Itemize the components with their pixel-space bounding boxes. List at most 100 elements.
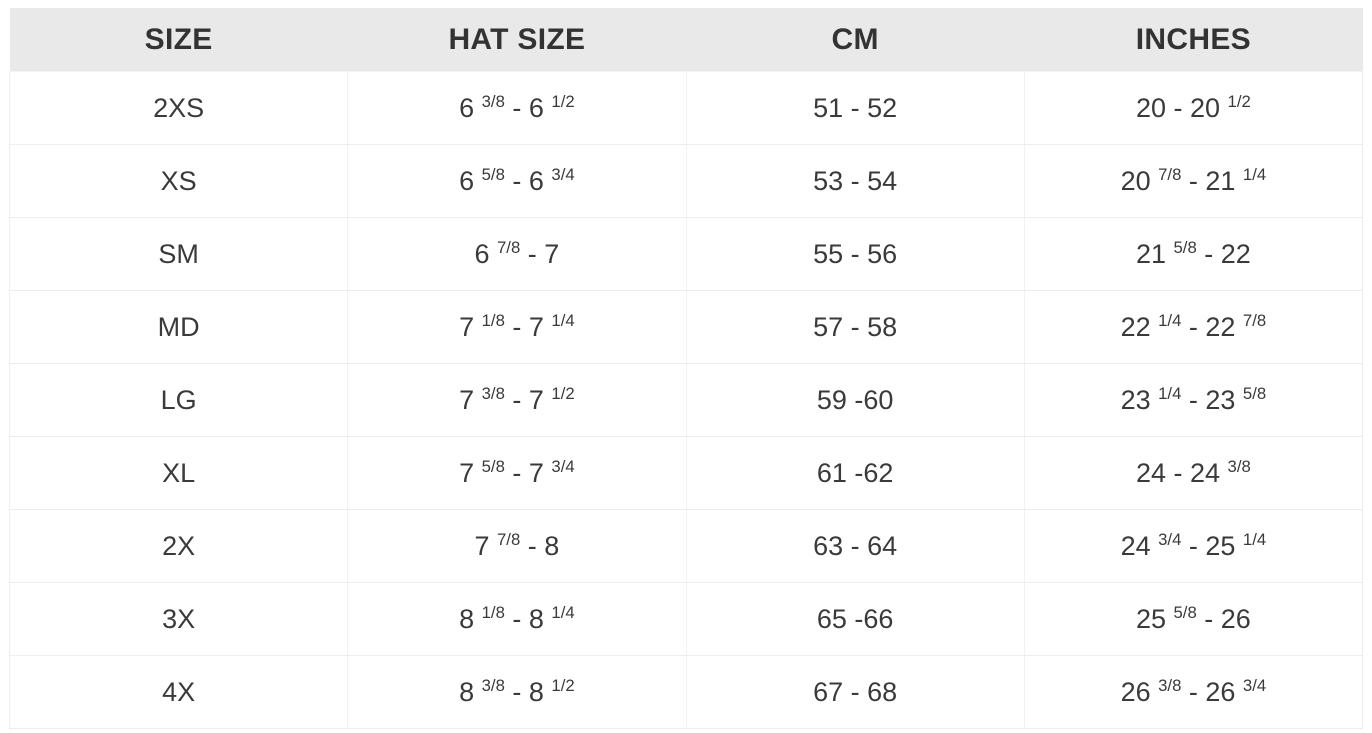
cell-value: 63 - 64 <box>813 530 898 561</box>
cell-value: 2X <box>162 530 196 561</box>
fraction-superscript: 1/2 <box>1227 91 1251 111</box>
fraction-superscript: 1/2 <box>551 675 575 695</box>
cell-value: 7 3/8 - 7 1/2 <box>459 383 575 415</box>
fraction-superscript: 3/8 <box>481 675 505 695</box>
cell-hat_size: 8 1/8 - 8 1/4 <box>347 582 687 656</box>
cell-value: 6 3/8 - 6 1/2 <box>459 91 575 123</box>
fraction-superscript: 1/2 <box>551 383 575 403</box>
column-header-cm: CM <box>686 8 1025 72</box>
fraction-superscript: 1/4 <box>1242 529 1267 549</box>
cell-value: SM <box>158 238 199 269</box>
table-header: SIZE HAT SIZE CM INCHES <box>9 8 1363 72</box>
cell-size: SM <box>8 217 349 291</box>
cell-cm: 65 -66 <box>685 582 1025 656</box>
cell-value: 8 3/8 - 8 1/2 <box>459 675 575 707</box>
fraction-superscript: 7/8 <box>1242 310 1267 330</box>
fraction-superscript: 5/8 <box>481 164 505 184</box>
table-row: 2XS 6 3/8 - 6 1/2 51 - 52 20 - 20 1/2 <box>8 71 1364 145</box>
table-row: LG 7 3/8 - 7 1/2 59 -60 23 1/4 - 23 5/8 <box>8 363 1364 437</box>
cell-size: XL <box>8 436 349 510</box>
cell-value: 53 - 54 <box>813 165 898 196</box>
cell-inches: 25 5/8 - 26 <box>1023 582 1364 656</box>
fraction-superscript: 3/4 <box>1158 529 1182 549</box>
cell-size: 2X <box>8 509 349 583</box>
cell-value: 22 1/4 - 22 7/8 <box>1120 310 1267 342</box>
cell-size: MD <box>8 290 349 364</box>
table-row: SM 6 7/8 - 7 55 - 56 21 5/8 - 22 <box>8 217 1364 291</box>
cell-hat_size: 7 3/8 - 7 1/2 <box>347 363 687 437</box>
fraction-superscript: 3/8 <box>481 91 505 111</box>
cell-value: 8 1/8 - 8 1/4 <box>459 602 575 634</box>
cell-cm: 59 -60 <box>685 363 1025 437</box>
cell-hat_size: 7 7/8 - 8 <box>347 509 687 583</box>
cell-cm: 53 - 54 <box>685 144 1025 218</box>
cell-value: 7 1/8 - 7 1/4 <box>459 310 575 342</box>
cell-value: 7 7/8 - 8 <box>474 529 560 561</box>
cell-inches: 26 3/8 - 26 3/4 <box>1023 655 1364 729</box>
table-row: XS 6 5/8 - 6 3/4 53 - 54 20 7/8 - 21 1/4 <box>8 144 1364 218</box>
cell-value: 4X <box>162 676 196 707</box>
fraction-superscript: 1/4 <box>551 310 575 330</box>
cell-value: 20 - 20 1/2 <box>1135 91 1251 123</box>
fraction-superscript: 1/8 <box>481 310 505 330</box>
fraction-superscript: 1/4 <box>551 602 575 622</box>
cell-value: 6 5/8 - 6 3/4 <box>459 164 575 196</box>
fraction-superscript: 5/8 <box>1173 237 1197 257</box>
cell-size: 4X <box>8 655 349 729</box>
cell-value: 20 7/8 - 21 1/4 <box>1120 164 1267 196</box>
cell-value: 24 3/4 - 25 1/4 <box>1120 529 1267 561</box>
cell-inches: 20 7/8 - 21 1/4 <box>1023 144 1364 218</box>
fraction-superscript: 5/8 <box>481 456 505 476</box>
fraction-superscript: 1/4 <box>1158 383 1182 403</box>
cell-cm: 57 - 58 <box>685 290 1025 364</box>
cell-cm: 63 - 64 <box>685 509 1025 583</box>
table-body: 2XS 6 3/8 - 6 1/2 51 - 52 20 - 20 1/2 XS 6 5/… <box>8 71 1364 729</box>
cell-inches: 21 5/8 - 22 <box>1023 217 1364 291</box>
cell-value: 24 - 24 3/8 <box>1135 456 1251 488</box>
cell-value: 25 5/8 - 26 <box>1135 602 1251 634</box>
fraction-superscript: 3/4 <box>551 456 575 476</box>
cell-value: 21 5/8 - 22 <box>1135 237 1251 269</box>
cell-value: 55 - 56 <box>813 238 898 269</box>
cell-value: 57 - 58 <box>813 311 898 342</box>
column-header-inches: INCHES <box>1024 8 1363 72</box>
cell-value: 2XS <box>153 92 205 123</box>
cell-cm: 51 - 52 <box>685 71 1025 145</box>
cell-size: XS <box>8 144 349 218</box>
cell-value: 7 5/8 - 7 3/4 <box>459 456 575 488</box>
cell-cm: 55 - 56 <box>685 217 1025 291</box>
cell-value: 23 1/4 - 23 5/8 <box>1120 383 1267 415</box>
fraction-superscript: 3/8 <box>1227 456 1251 476</box>
table-row: 2X 7 7/8 - 8 63 - 64 24 3/4 - 25 1/4 <box>8 509 1364 583</box>
cell-hat_size: 6 3/8 - 6 1/2 <box>347 71 687 145</box>
table-row: MD 7 1/8 - 7 1/4 57 - 58 22 1/4 - 22 7/8 <box>8 290 1364 364</box>
fraction-superscript: 7/8 <box>1158 164 1182 184</box>
column-header-size: SIZE <box>9 8 348 72</box>
cell-hat_size: 7 5/8 - 7 3/4 <box>347 436 687 510</box>
table-row: 4X 8 3/8 - 8 1/2 67 - 68 26 3/8 - 26 3/4 <box>8 655 1364 729</box>
cell-value: MD <box>157 311 200 342</box>
cell-inches: 24 3/4 - 25 1/4 <box>1023 509 1364 583</box>
cell-inches: 22 1/4 - 22 7/8 <box>1023 290 1364 364</box>
cell-value: XL <box>162 457 196 488</box>
cell-value: 67 - 68 <box>813 676 898 707</box>
cell-size: 2XS <box>8 71 349 145</box>
cell-inches: 20 - 20 1/2 <box>1023 71 1364 145</box>
cell-hat_size: 8 3/8 - 8 1/2 <box>347 655 687 729</box>
fraction-superscript: 5/8 <box>1242 383 1267 403</box>
fraction-superscript: 7/8 <box>497 237 521 257</box>
cell-hat_size: 7 1/8 - 7 1/4 <box>347 290 687 364</box>
cell-value: 26 3/8 - 26 3/4 <box>1120 675 1267 707</box>
header-row: SIZE HAT SIZE CM INCHES <box>9 8 1363 72</box>
fraction-superscript: 5/8 <box>1173 602 1197 622</box>
cell-value: 6 7/8 - 7 <box>474 237 560 269</box>
fraction-superscript: 1/4 <box>1242 164 1267 184</box>
cell-value: 51 - 52 <box>813 92 898 123</box>
table-row: XL 7 5/8 - 7 3/4 61 -62 24 - 24 3/8 <box>8 436 1364 510</box>
fraction-superscript: 3/4 <box>1242 675 1267 695</box>
cell-hat_size: 6 5/8 - 6 3/4 <box>347 144 687 218</box>
cell-size: 3X <box>8 582 349 656</box>
cell-inches: 24 - 24 3/8 <box>1023 436 1364 510</box>
cell-value: XS <box>160 165 197 196</box>
